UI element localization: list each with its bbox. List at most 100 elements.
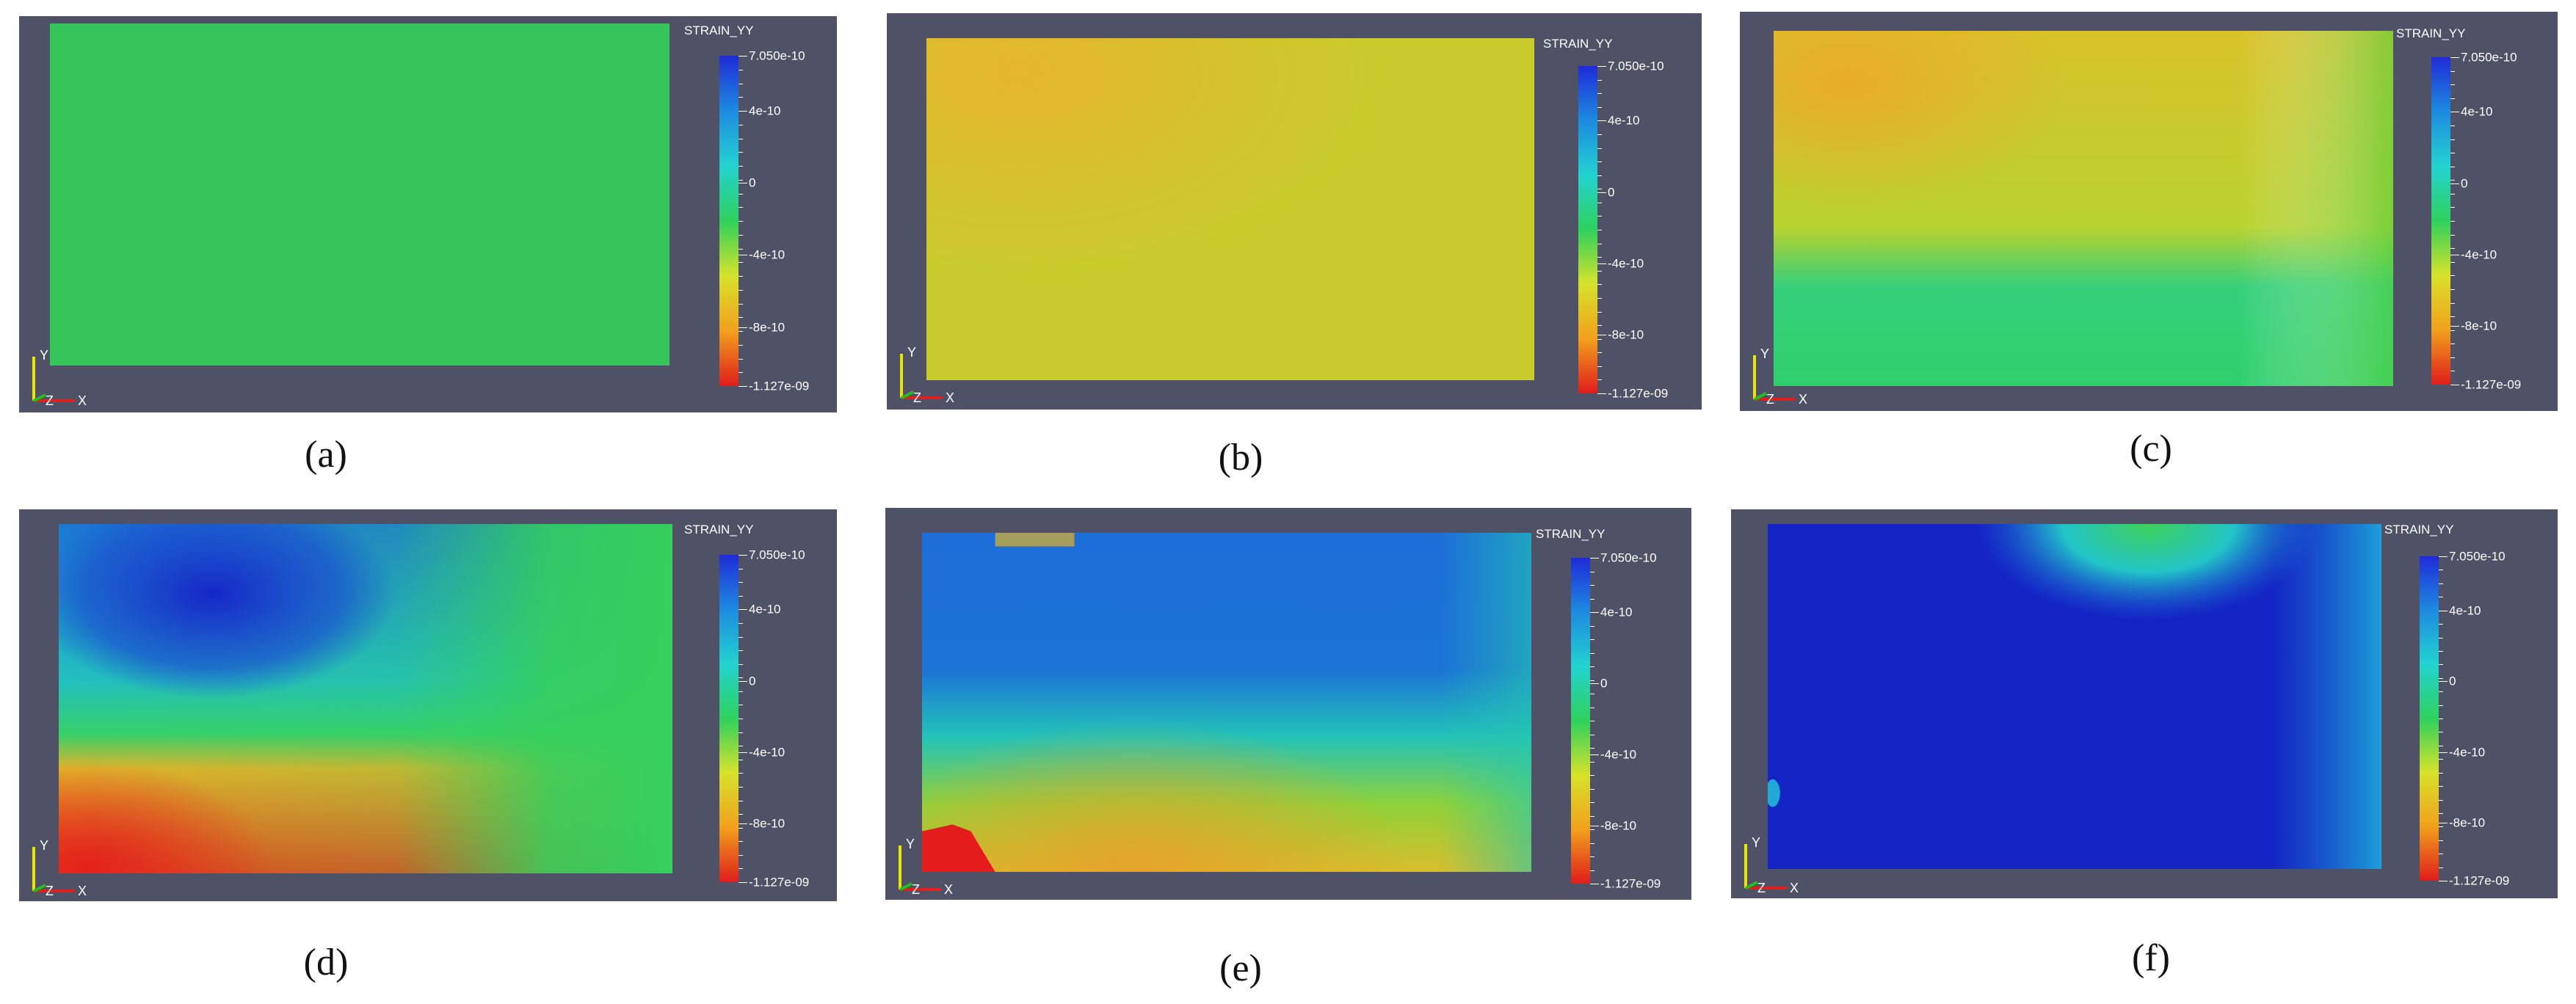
colorbar [2431,57,2450,385]
colorbar-minor-tick [1590,761,1594,763]
caption-e: (e) [1219,947,1262,989]
strain-field-f [1768,524,2381,869]
colorbar-tick-label: -8e-10 [1608,327,1644,342]
svg-text:Z: Z [46,393,54,408]
colorbar-title: STRAIN_YY [684,523,754,536]
colorbar-minor-tick [2439,624,2443,625]
colorbar-title: STRAIN_YY [1543,37,1613,51]
svg-text:Z: Z [1766,392,1774,407]
colorbar-minor-tick [1590,843,1594,844]
colorbar-tick-label: -4e-10 [1608,256,1644,271]
colorbar-tick-label: -1.127e-09 [1608,386,1669,401]
svg-text:X: X [78,393,87,408]
colorbar-minor-tick [2439,583,2443,584]
svg-text:X: X [78,884,87,898]
svg-text:Z: Z [912,882,920,897]
panel-a: STRAIN_YY 7.050e-10 4e-10 0 -4e-10 -8e-10 -1.… [19,16,837,412]
colorbar-minor-tick [2450,139,2455,140]
strain-field-a [50,23,670,365]
colorbar-tick-label: 7.050e-10 [749,548,805,562]
colorbar-major-tick [1590,558,1599,559]
colorbar-tick-label: 0 [2449,674,2456,688]
colorbar-major-tick [739,386,747,387]
colorbar-minor-tick [1590,856,1594,857]
colorbar-minor-tick [1597,257,1602,258]
colorbar-minor-tick [739,663,743,665]
colorbar-minor-tick [739,262,743,263]
strain-field-b [926,38,1534,380]
svg-text:X: X [1790,881,1799,895]
panel-c: STRAIN_YY 7.050e-10 4e-10 0 -4e-10 -8e-10 -1.… [1740,12,2558,411]
colorbar-ticks: 7.050e-10 4e-10 0 -4e-10 -8e-10 -1.127e-09 [1578,60,1668,400]
colorbar-tick-label: -4e-10 [749,247,786,262]
colorbar-minor-tick [739,773,743,774]
colorbar-minor-tick [1597,284,1602,285]
colorbar-tick-label: 4e-10 [749,602,781,616]
colorbar-minor-tick [1590,666,1594,667]
colorbar-minor-tick [1590,788,1594,790]
svg-text:Z: Z [913,390,921,405]
colorbar-major-tick [1590,611,1599,613]
colorbar-ticks: 7.050e-10 4e-10 0 -4e-10 -8e-10 -1.127e-09 [719,549,809,889]
colorbar-minor-tick [739,179,743,181]
colorbar-minor-tick [2439,664,2443,666]
colorbar-minor-tick [2450,275,2455,277]
colorbar [2420,556,2439,881]
colorbar-minor-tick [739,827,743,829]
colorbar-minor-tick [1597,297,1602,299]
colorbar-tick-label: -1.127e-09 [749,379,810,393]
colorbar-minor-tick [739,814,743,815]
colorbar-tick-label: 7.050e-10 [1608,59,1664,73]
colorbar-tick-label: 7.050e-10 [2461,50,2517,65]
colorbar-major-tick [739,680,747,682]
colorbar-minor-tick [739,276,743,277]
strain-field-d [59,524,672,873]
caption-c: (c) [2130,428,2172,470]
colorbar [1571,558,1590,884]
colorbar-minor-tick [739,650,743,652]
colorbar-tick-label: 4e-10 [2461,104,2493,119]
colorbar-minor-tick [2439,812,2443,814]
colorbar-tick-label: -4e-10 [749,745,786,760]
colorbar-minor-tick [739,303,743,305]
colorbar-minor-tick [2439,759,2443,760]
colorbar-minor-tick [1597,106,1602,108]
colorbar-minor-tick [2439,772,2443,774]
axes-triad-icon: Y Z X [32,348,87,408]
colorbar-tick-label: 0 [749,175,756,190]
colorbar-minor-tick [1597,216,1602,217]
colorbar-minor-tick [1590,748,1594,749]
colorbar-minor-tick [739,124,743,126]
colorbar-minor-tick [2439,786,2443,787]
colorbar-minor-tick [739,248,743,250]
colorbar-minor-tick [1590,802,1594,803]
svg-text:Y: Y [1760,346,1769,361]
colorbar-major-tick [2450,57,2459,58]
colorbar-minor-tick [1590,625,1594,627]
colorbar-tick-label: 0 [1600,676,1608,691]
colorbar-minor-tick [2450,248,2455,250]
colorbar-minor-tick [2439,840,2443,841]
colorbar-minor-tick [739,636,743,638]
colorbar-minor-tick [1590,815,1594,817]
colorbar-title: STRAIN_YY [2396,26,2466,40]
colorbar-minor-tick [739,732,743,733]
colorbar-minor-tick [1597,175,1602,176]
colorbar-minor-tick [739,854,743,856]
svg-text:Z: Z [1757,881,1766,895]
colorbar-minor-tick [1590,585,1594,586]
colorbar-minor-tick [739,868,743,870]
colorbar-tick-label: -4e-10 [2449,745,2486,760]
colorbar-tick-label: -1.127e-09 [2449,873,2510,888]
colorbar [719,555,739,882]
caption-a: (a) [305,434,347,476]
caption-d: (d) [303,942,349,983]
caption-f: (f) [2132,937,2170,979]
axes-triad-icon: Y Z X [32,838,87,898]
colorbar-major-tick [1590,683,1599,684]
colorbar-minor-tick [1597,379,1602,381]
colorbar-tick-label: -1.127e-09 [1600,876,1661,891]
colorbar-tick-label: 4e-10 [1608,113,1640,128]
svg-text:X: X [944,882,953,897]
colorbar-minor-tick [1597,325,1602,327]
